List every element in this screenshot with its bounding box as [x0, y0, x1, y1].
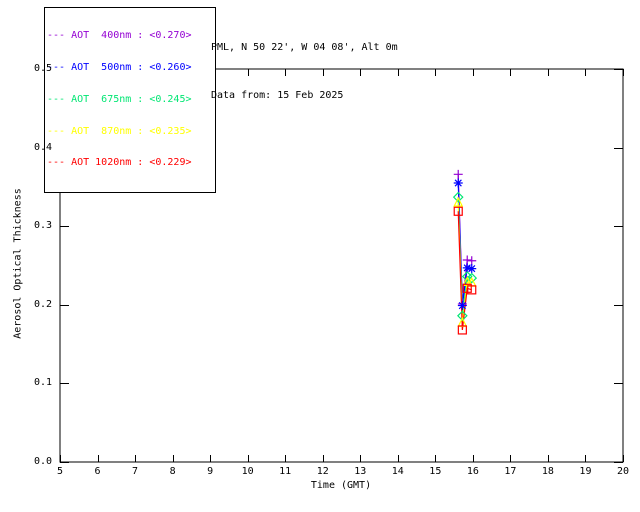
marker-plus [467, 256, 477, 266]
legend-entry-500nm: --- AOT 500nm : <0.260> [47, 61, 192, 73]
marker-asterisk [462, 263, 472, 273]
plot-frame [59, 68, 624, 463]
data-date-subtitle: Data from: 15 Feb 2025 [211, 90, 344, 101]
marker-diamond [457, 310, 468, 322]
y-tick-label: 0.0 [33, 456, 52, 467]
y-axis-title: Aerosol Optical Thickness [12, 188, 24, 339]
x-axis-title: Time (GMT) [310, 480, 372, 491]
plot-title-block: PML, N 50 22', W 04 08', Alt 0m Data fro… [211, 8, 398, 136]
marker-diamond [452, 191, 464, 203]
marker-square [467, 285, 477, 295]
marker-plus [462, 255, 472, 265]
y-tick-label: 0.5 [33, 63, 52, 74]
x-tick-label: 14 [391, 466, 404, 477]
legend-entry-675nm: --- AOT 675nm : <0.245> [47, 93, 192, 105]
marker-diamond [466, 272, 478, 284]
marker-asterisk [453, 178, 463, 188]
x-tick-label: 11 [279, 466, 292, 477]
x-tick-label: 20 [616, 466, 630, 477]
legend-entry-870nm: --- AOT 870nm : <0.235> [47, 125, 192, 137]
x-tick-label: 18 [541, 466, 554, 477]
x-tick-label: 19 [579, 466, 592, 477]
x-tick-label: 17 [504, 466, 517, 477]
marker-asterisk [467, 264, 477, 274]
x-tick-label: 13 [354, 466, 367, 477]
x-tick-label: 16 [466, 466, 479, 477]
marker-asterisk [457, 301, 467, 311]
y-tick-label: 0.3 [33, 220, 52, 232]
x-tick-label: 6 [94, 466, 101, 477]
marker-square [453, 206, 463, 216]
x-tick-label: 9 [207, 466, 214, 477]
legend-entry-400nm: --- AOT 400nm : <0.270> [47, 30, 192, 42]
x-tick-label: 10 [241, 466, 254, 477]
x-tick-label: 5 [56, 466, 64, 477]
y-tick-label: 0.4 [33, 141, 52, 153]
marker-plus [453, 169, 463, 179]
station-location-title: PML, N 50 22', W 04 08', Alt 0m [211, 42, 398, 53]
x-tick-label: 15 [429, 466, 442, 477]
legend-box: --- AOT 400nm : <0.270> --- AOT 500nm : … [44, 7, 216, 194]
x-tick-label: 12 [316, 466, 329, 477]
y-tick-label: 0.2 [33, 298, 52, 310]
legend-entry-1020nm: --- AOT 1020nm : <0.229> [47, 157, 192, 169]
marker-square [457, 325, 467, 335]
marker-triangle [453, 196, 464, 207]
x-tick-label: 8 [169, 466, 176, 477]
y-tick-label: 0.1 [33, 377, 52, 389]
x-tick-label: 7 [132, 466, 139, 477]
series-line-aot-1020nm [457, 211, 472, 331]
